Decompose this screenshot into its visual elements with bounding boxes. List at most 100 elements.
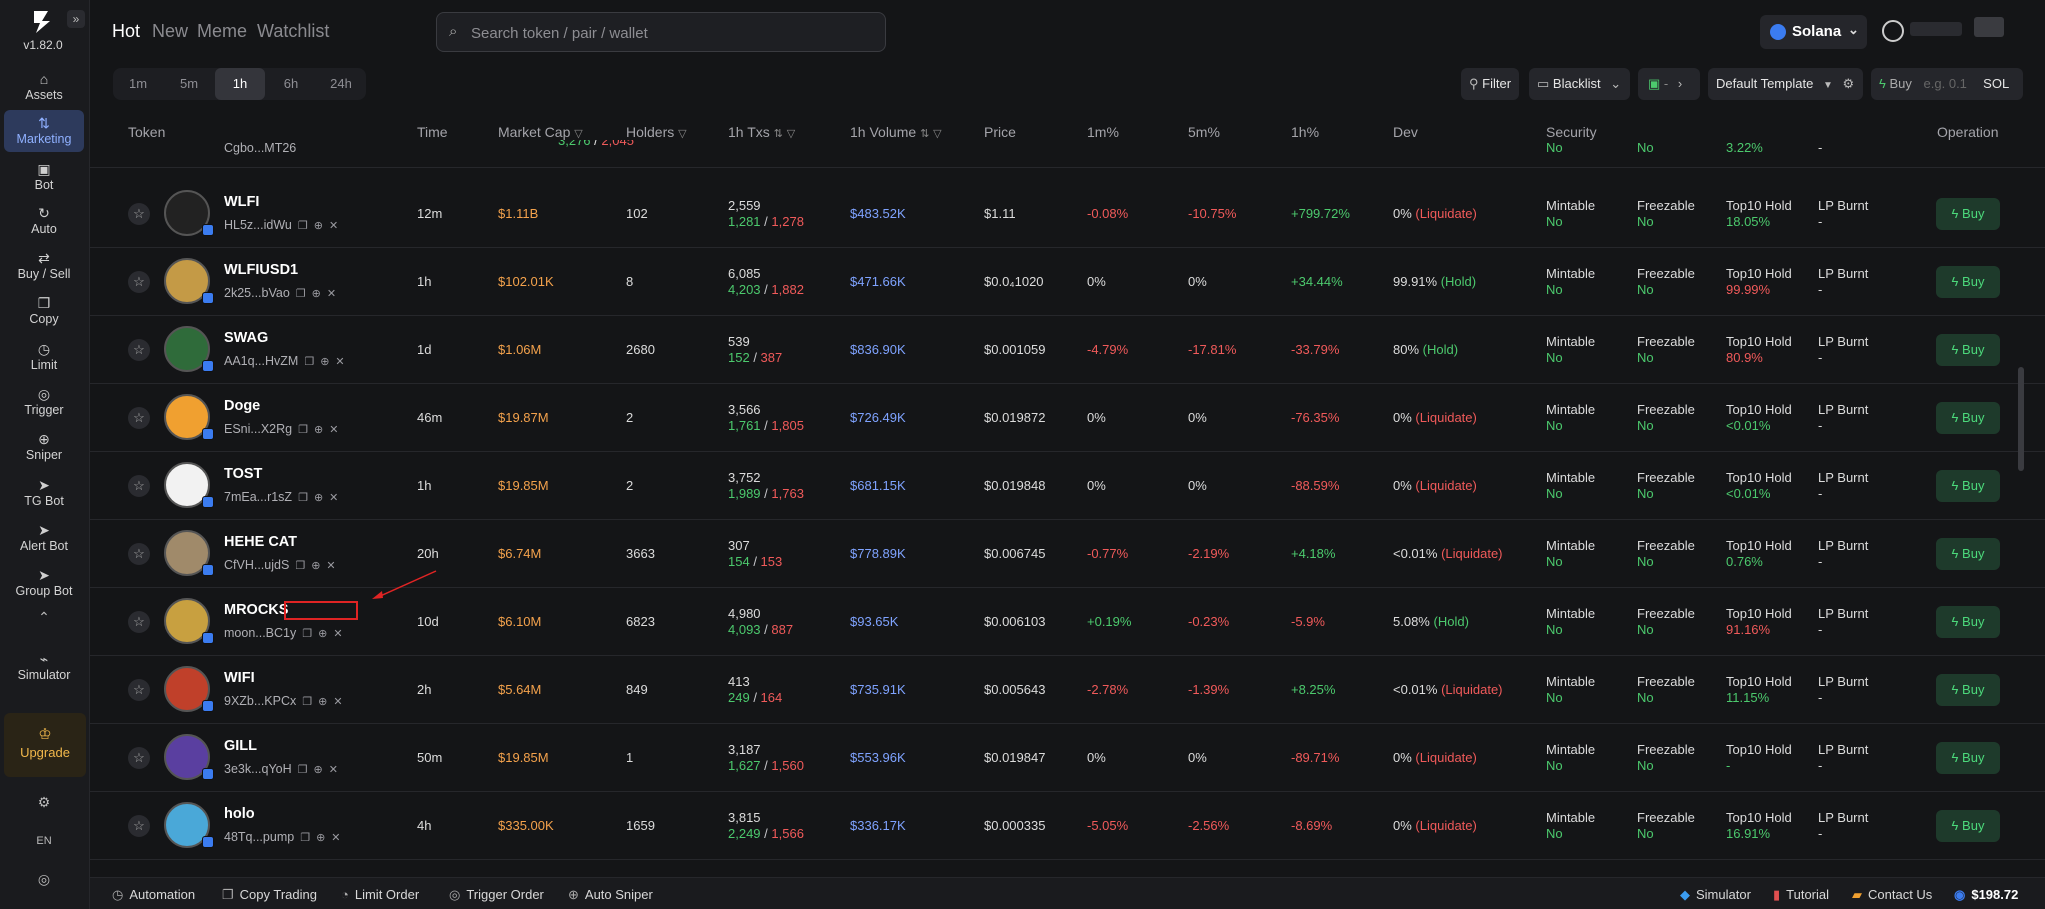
- copy-icon[interactable]: ❐: [298, 492, 308, 504]
- filter-icon[interactable]: ▽: [786, 128, 796, 140]
- app-logo-icon[interactable]: [28, 8, 56, 36]
- buy-button[interactable]: ϟ Buy: [1936, 674, 2000, 706]
- table-row[interactable]: ☆ Doge ESni...X2Rg ❐ ⊕ ✕ 46m $19.87M 2 3,566 1,761…: [90, 384, 2045, 452]
- star-icon[interactable]: ☆: [128, 747, 150, 769]
- star-icon[interactable]: ☆: [128, 271, 150, 293]
- blacklist-dropdown[interactable]: ▭ Blacklist ⌄: [1529, 68, 1630, 100]
- globe-icon[interactable]: ⊕: [311, 288, 321, 300]
- star-icon[interactable]: ☆: [128, 679, 150, 701]
- globe-icon[interactable]: ⊕: [320, 356, 330, 368]
- table-row[interactable]: ☆ GILL 3e3k...qYoH ❐ ⊕ ✕ 50m $19.85M 1 3,187 1,627…: [90, 724, 2045, 792]
- buy-button[interactable]: ϟ Buy: [1936, 402, 2000, 434]
- wallet-info[interactable]: [1910, 22, 1962, 36]
- sidebar-item-assets[interactable]: ⌂ Assets: [4, 66, 84, 108]
- chevron-up-icon[interactable]: ⌃: [38, 609, 50, 625]
- star-icon[interactable]: ☆: [128, 339, 150, 361]
- table-row[interactable]: ☆ WLFIUSD1 2k25...bVao ❐ ⊕ ✕ 1h $102.01K 8 6,085 4…: [90, 248, 2045, 316]
- buy-button[interactable]: ϟ Buy: [1936, 742, 2000, 774]
- copy-icon[interactable]: ❐: [295, 560, 306, 572]
- chain-selector[interactable]: Solana ⌄: [1760, 15, 1867, 49]
- x-twitter-icon[interactable]: ✕: [326, 560, 336, 572]
- simulator-link[interactable]: ◆ Simulator: [1680, 887, 1751, 903]
- col-1h-volume[interactable]: 1h Volume ⇅ ▽: [850, 124, 942, 140]
- tab-watchlist[interactable]: Watchlist: [257, 21, 330, 41]
- template-dropdown[interactable]: Default Template ▼ ⚙: [1708, 68, 1863, 100]
- search-input[interactable]: [471, 22, 871, 44]
- col-1h-txs[interactable]: 1h Txs ⇅ ▽: [728, 124, 795, 140]
- col-1m-pct[interactable]: 1m%: [1087, 124, 1119, 140]
- sidebar-item-sniper[interactable]: ⊕ Sniper: [4, 426, 84, 468]
- language-icon[interactable]: EN: [36, 835, 52, 847]
- copy-icon[interactable]: ❐: [302, 628, 313, 640]
- col-1h-pct[interactable]: 1h%: [1291, 124, 1320, 140]
- upgrade-button[interactable]: ♔ Upgrade: [4, 713, 86, 777]
- table-row[interactable]: ☆ holo 48Tq...pump ❐ ⊕ ✕ 4h $335.00K 1659 3,815 2,…: [90, 792, 2045, 860]
- buy-button[interactable]: ϟ Buy: [1936, 810, 2000, 842]
- col-time[interactable]: Time: [417, 124, 448, 140]
- sidebar-item-tg-bot[interactable]: ➤ TG Bot: [4, 472, 84, 514]
- star-icon[interactable]: ☆: [128, 475, 150, 497]
- collapse-sidebar-icon[interactable]: »: [67, 10, 85, 28]
- filter-button[interactable]: ⚲ Filter: [1461, 68, 1519, 100]
- globe-icon[interactable]: ⊕: [313, 764, 323, 776]
- buy-button[interactable]: ϟ Buy: [1936, 266, 2000, 298]
- timeframe-5m[interactable]: 5m: [179, 76, 199, 91]
- tab-new[interactable]: New: [152, 21, 189, 41]
- copy-icon[interactable]: ❐: [298, 424, 308, 436]
- x-twitter-icon[interactable]: ✕: [335, 356, 345, 368]
- x-twitter-icon[interactable]: ✕: [328, 764, 338, 776]
- copy-icon[interactable]: ❐: [302, 696, 313, 708]
- col-holders[interactable]: Holders ▽: [626, 124, 687, 140]
- sidebar-item-auto[interactable]: ↻ Auto: [4, 200, 84, 242]
- sidebar-item-marketing[interactable]: ⇅ Marketing: [4, 110, 84, 152]
- copy-icon[interactable]: ❐: [304, 356, 315, 368]
- star-icon[interactable]: ☆: [128, 543, 150, 565]
- sidebar-item-bot[interactable]: ▣ Bot: [4, 156, 84, 198]
- globe-icon[interactable]: ⊕: [311, 560, 321, 572]
- settings-icon[interactable]: ⚙: [37, 794, 51, 810]
- x-twitter-icon[interactable]: ✕: [328, 220, 339, 232]
- gear-icon[interactable]: ⚙: [1842, 76, 1855, 91]
- tab-hot[interactable]: Hot: [112, 21, 141, 41]
- sidebar-item-buy-sell[interactable]: ⇄ Buy / Sell: [4, 245, 84, 287]
- table-row[interactable]: ☆ MROCKS moon...BC1y ❐ ⊕ ✕ 10d $6.10M 6823 4,980 4…: [90, 588, 2045, 656]
- account-icon[interactable]: ◎: [37, 871, 51, 887]
- limit-order-link[interactable]: ◔ Limit Order: [341, 887, 419, 902]
- sidebar-item-limit[interactable]: ◷ Limit: [4, 336, 84, 378]
- filter-icon[interactable]: ▽: [574, 128, 583, 140]
- sidebar-item-group-bot[interactable]: ➤ Group Bot: [4, 562, 84, 604]
- timeframe-6h[interactable]: 6h: [283, 76, 299, 91]
- col-5m-pct[interactable]: 5m%: [1188, 124, 1220, 140]
- tab-meme[interactable]: Meme: [197, 21, 248, 41]
- timeframe-24h[interactable]: 24h: [330, 76, 352, 91]
- wallet-selector[interactable]: ▣ - ›: [1638, 68, 1700, 100]
- search-box[interactable]: ⌕: [436, 12, 886, 52]
- trigger-order-link[interactable]: ◎ Trigger Order: [449, 887, 544, 903]
- table-row[interactable]: ☆ SWAG AA1q...HvZM ❐ ⊕ ✕ 1d $1.06M 2680 539 152 / …: [90, 316, 2045, 384]
- table-row[interactable]: ☆ WLFI HL5z...idWu ❐ ⊕ ✕ 12m $1.11B 102 2,559 1,28…: [90, 180, 2045, 248]
- buy-button[interactable]: ϟ Buy: [1936, 198, 2000, 230]
- sort-icon[interactable]: ⇅: [773, 128, 783, 140]
- globe-icon[interactable]: ⊕: [318, 628, 328, 640]
- x-twitter-icon[interactable]: ✕: [329, 492, 339, 504]
- sidebar-item-trigger[interactable]: ◎ Trigger: [4, 381, 84, 423]
- auto-sniper-link[interactable]: ⊕ Auto Sniper: [568, 887, 653, 903]
- sidebar-item-copy[interactable]: ❐ Copy: [4, 290, 84, 332]
- globe-icon[interactable]: ⊕: [316, 832, 326, 844]
- globe-icon[interactable]: ⊕: [313, 492, 324, 504]
- globe-icon[interactable]: ⊕: [313, 424, 324, 436]
- contact-us-link[interactable]: ▰ Contact Us: [1852, 887, 1932, 903]
- copy-icon[interactable]: ❐: [297, 764, 308, 776]
- wallet-balance[interactable]: ◉ $198.72: [1954, 887, 2018, 903]
- x-twitter-icon[interactable]: ✕: [329, 424, 339, 436]
- table-row[interactable]: ☆ TOST 7mEa...r1sZ ❐ ⊕ ✕ 1h $19.85M 2 3,752 1,989 …: [90, 452, 2045, 520]
- star-icon[interactable]: ☆: [128, 203, 150, 225]
- col-market-cap[interactable]: Market Cap ▽: [498, 124, 583, 140]
- table-row-partial[interactable]: Cgbo...MT26 3,276 / 2,045 No No 3.22% -: [90, 140, 2045, 168]
- sidebar-item-alert-bot[interactable]: ➤ Alert Bot: [4, 517, 84, 559]
- x-twitter-icon[interactable]: ✕: [331, 832, 341, 844]
- automation-link[interactable]: ◷ Automation: [112, 887, 195, 903]
- x-twitter-icon[interactable]: ✕: [333, 628, 343, 640]
- filter-icon[interactable]: ▽: [678, 128, 687, 140]
- buy-button[interactable]: ϟ Buy: [1936, 538, 2000, 570]
